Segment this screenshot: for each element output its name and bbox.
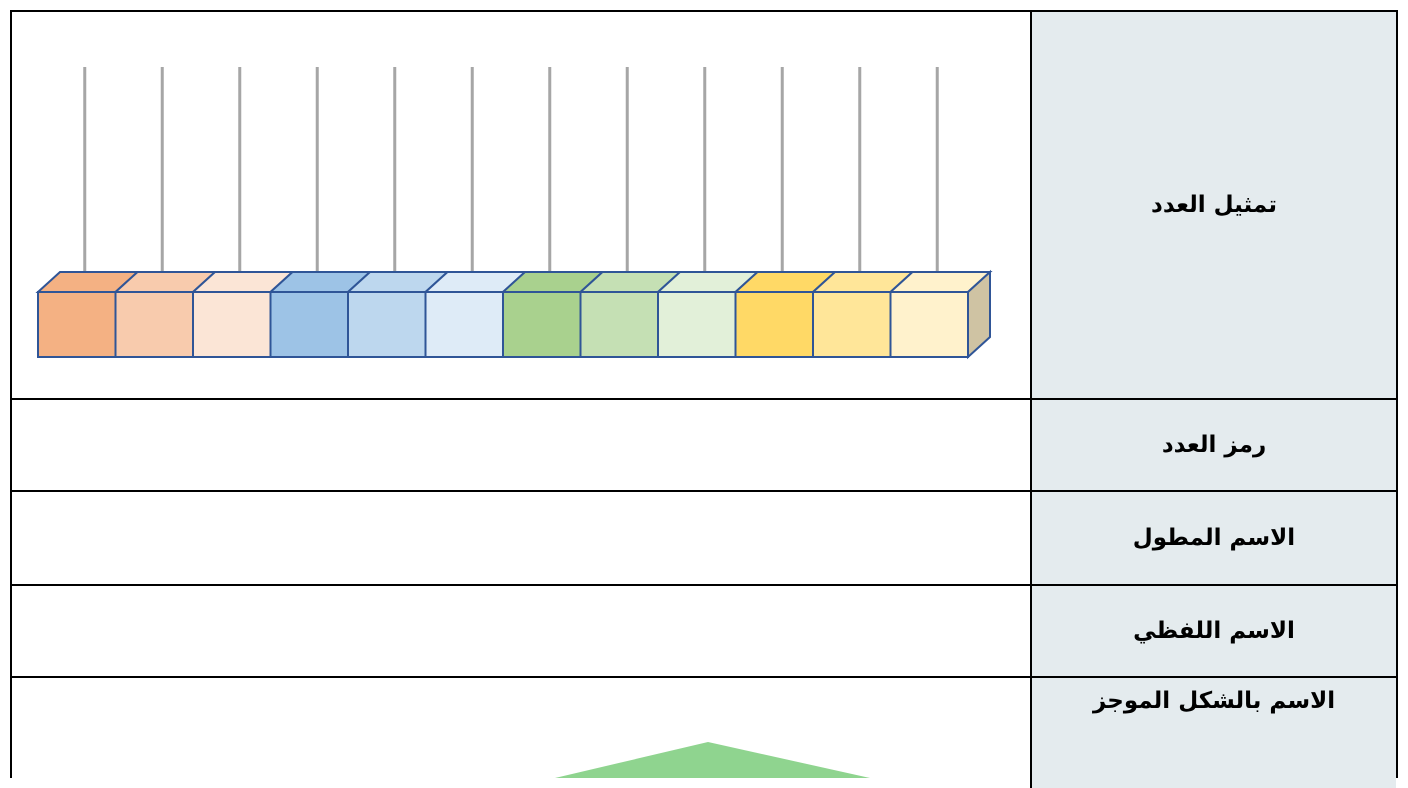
cube-front [812, 291, 892, 358]
cube-front [889, 291, 969, 358]
cube-front [424, 291, 504, 358]
cube-front [269, 291, 349, 358]
cube-front [114, 291, 194, 358]
table-row: الاسم اللفظي [12, 586, 1396, 678]
table-row: الاسم بالشكل الموجز [12, 678, 1396, 788]
worksheet-table: تمثيل العدد رمز العدد الاسم المطول الاسم… [10, 10, 1398, 788]
cube-front [37, 291, 117, 358]
cube-front [579, 291, 659, 358]
cube-front [502, 291, 582, 358]
table-row: الاسم المطول [12, 492, 1396, 586]
watermark-shape [555, 742, 870, 778]
cube-front [192, 291, 272, 358]
table-row: رمز العدد [12, 400, 1396, 492]
cube-rods [35, 67, 993, 360]
row-label: الاسم بالشكل الموجز [1030, 678, 1396, 788]
table-row: تمثيل العدد [12, 12, 1396, 400]
row-label: الاسم اللفظي [1030, 586, 1396, 676]
cube-side [967, 269, 991, 360]
cube-front [347, 291, 427, 358]
row-label: تمثيل العدد [1030, 12, 1396, 398]
row-label: رمز العدد [1030, 400, 1396, 490]
cube-front [657, 291, 737, 358]
cube-front [734, 291, 814, 358]
row-label: الاسم المطول [1030, 492, 1396, 584]
